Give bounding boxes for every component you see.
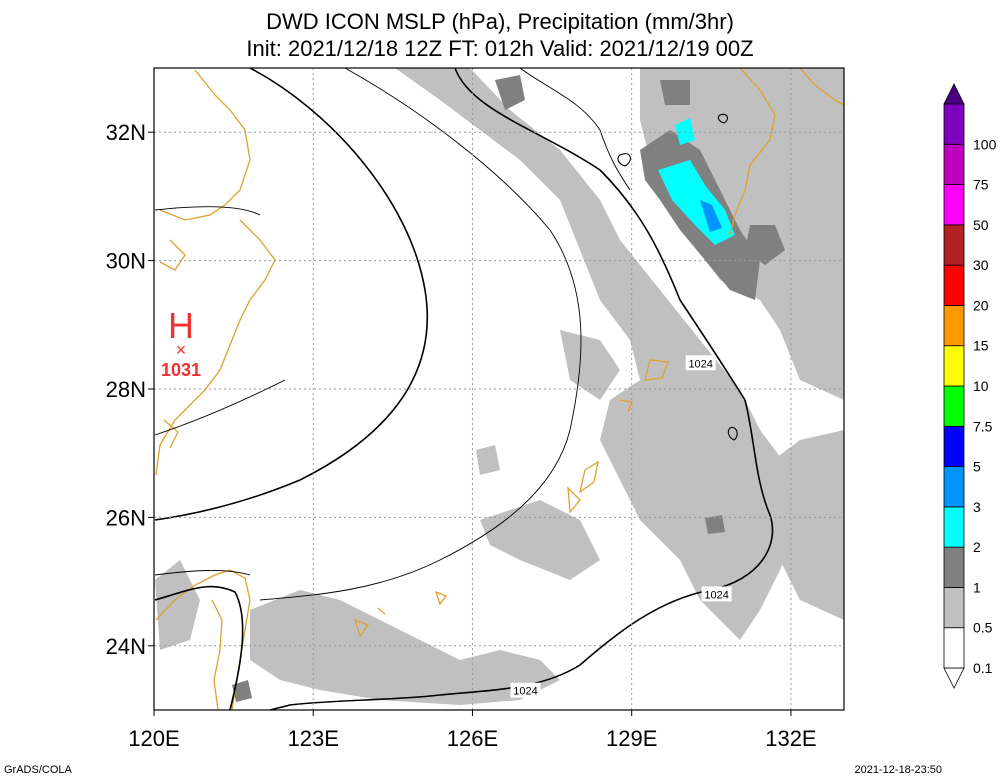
footer-timestamp: 2021-12-18-23:50 (854, 764, 942, 776)
colorbar-label: 20 (973, 297, 989, 313)
lat-tick-label: 28N (106, 377, 146, 402)
colorbar-label: 0.5 (973, 620, 993, 636)
high-pressure-center: H × 1031 (161, 305, 201, 380)
colorbar-segment (943, 385, 965, 427)
colorbar-legend: 0.1 0.5 1 2 3 5 7.5 10 15 20 30 50 75 100 (943, 83, 997, 689)
isobars (154, 67, 774, 711)
colorbar-segment (943, 587, 965, 629)
isobar-label: 1024 (513, 686, 537, 698)
colorbar-segment (943, 627, 965, 669)
colorbar-label: 75 (973, 177, 989, 193)
colorbar-segment (943, 425, 965, 467)
colorbar-segment (943, 143, 965, 185)
colorbar-segment (943, 345, 965, 387)
latitude-labels: 24N 26N 28N 30N 32N (106, 120, 154, 659)
lat-tick-label: 26N (106, 505, 146, 530)
high-pressure-value: 1031 (161, 360, 201, 380)
colorbar-segment (943, 103, 965, 145)
lat-tick-label: 24N (106, 634, 146, 659)
lon-tick-label: 120E (128, 726, 179, 751)
isobar-label-bg (510, 682, 541, 698)
high-pressure-cross: × (176, 340, 187, 360)
precip-blue (700, 200, 722, 232)
lat-tick-label: 30N (106, 249, 146, 274)
isobar-label: 1024 (688, 358, 712, 370)
colorbar-label: 5 (973, 459, 981, 475)
colorbar-label: 2 (973, 539, 981, 555)
lon-tick-label: 129E (606, 726, 657, 751)
colorbar-segment (943, 506, 965, 548)
colorbar-label: 30 (973, 257, 989, 273)
colorbar-label: 15 (973, 338, 989, 354)
isobar-label: 1024 (704, 589, 728, 601)
colorbar-segment (943, 546, 965, 588)
high-pressure-letter: H (168, 305, 194, 346)
longitude-labels: 120E 123E 126E 129E 132E (128, 710, 817, 751)
colorbar-label: 0.1 (973, 660, 993, 676)
colorbar-bottom-arrow (943, 667, 965, 689)
chart-subtitle: Init: 2021/12/18 12Z FT: 012h Valid: 202… (246, 36, 754, 61)
colorbar-segment (943, 224, 965, 266)
lon-tick-label: 126E (447, 726, 498, 751)
isobar-label-bg (685, 355, 716, 371)
colorbar-label: 50 (973, 217, 989, 233)
colorbar-label: 10 (973, 378, 989, 394)
chart-title: DWD ICON MSLP (hPa), Precipitation (mm/3… (266, 9, 734, 34)
colorbar-label: 7.5 (973, 418, 993, 434)
lon-tick-label: 123E (288, 726, 339, 751)
colorbar-segment (943, 466, 965, 508)
colorbar-label: 100 (973, 136, 997, 152)
lon-tick-label: 132E (765, 726, 816, 751)
colorbar-top-arrow (943, 83, 965, 105)
isobar-labels: 1024 1024 1024 (510, 355, 732, 698)
colorbar-segment (943, 184, 965, 226)
colorbar-segment (943, 264, 965, 306)
colorbar-label: 1 (973, 579, 981, 595)
lat-tick-label: 32N (106, 120, 146, 145)
footer-credit: GrADS/COLA (4, 764, 72, 776)
colorbar-segment (943, 305, 965, 347)
isobar-label-bg (701, 586, 732, 602)
colorbar-label: 3 (973, 499, 981, 515)
